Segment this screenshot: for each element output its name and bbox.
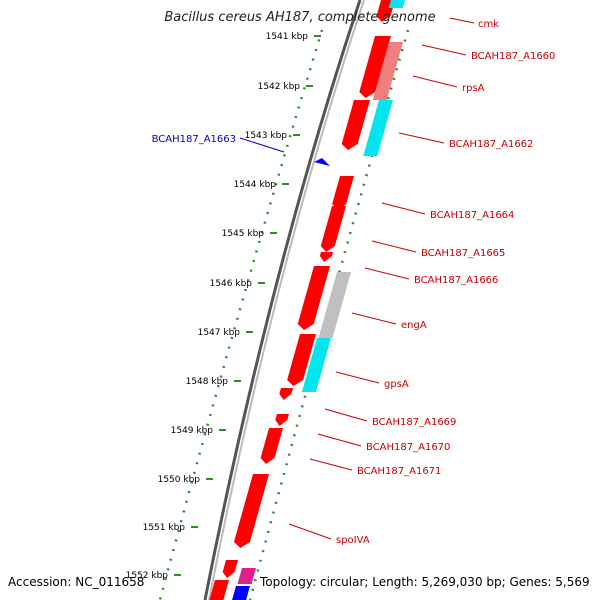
gene-label[interactable]: BCAH187_A1664 <box>430 210 514 221</box>
cds-small <box>319 252 333 262</box>
labels-layer: cmk BCAH187_A1660 rpsA BCAH187_A1662 BCAH187… <box>152 17 555 546</box>
tick-label: 1550 kbp <box>158 475 201 485</box>
gene-label[interactable]: engA <box>401 320 427 331</box>
cds-lower <box>209 580 229 600</box>
gene-label[interactable]: BCAH187_A1671 <box>357 466 441 477</box>
genome-backbone-shadow <box>208 0 365 600</box>
gene-leader-line <box>309 458 353 471</box>
gene-label[interactable]: BCAH187_A1662 <box>449 139 533 150</box>
cds-magenta <box>237 568 256 584</box>
tick-label: 1545 kbp <box>222 229 265 239</box>
cds-engA <box>287 334 316 386</box>
features-layer <box>209 0 405 600</box>
rna-cyan-1 <box>363 100 393 156</box>
tick-label: 1543 kbp <box>245 131 288 141</box>
rna-cyan-2 <box>301 338 331 392</box>
cds-blue <box>232 586 250 600</box>
gene-leader-line <box>239 137 285 153</box>
gene-leader-line <box>364 267 410 280</box>
gene-label[interactable]: BCAH187_A1669 <box>372 417 456 428</box>
gene-leader-line <box>412 75 458 88</box>
gene-leader-line <box>381 202 426 215</box>
gene-leader-line <box>449 17 475 24</box>
cds-gpsA <box>279 388 293 400</box>
tick-label: 1544 kbp <box>234 180 277 190</box>
tick-label: 1546 kbp <box>210 279 253 289</box>
accession-text: Accession: NC_011658 <box>8 575 145 589</box>
tick-label: 1542 kbp <box>258 82 301 92</box>
cds-rpsA <box>341 100 370 150</box>
cds-bcah187-a1666 <box>297 266 330 330</box>
tick-label: 1547 kbp <box>198 328 241 338</box>
topology-text: Topology: circular; Length: 5,269,030 bp… <box>260 575 590 589</box>
cds-bcah187-a1671 <box>233 474 269 548</box>
cds-bcah187-a1660 <box>359 36 391 98</box>
gene-label[interactable]: BCAH187_A1666 <box>414 275 498 286</box>
rna-cyan-top <box>388 0 405 8</box>
gene-label[interactable]: BCAH187_A1660 <box>471 51 555 62</box>
cds-bcah187-a1670 <box>260 428 283 464</box>
gene-label[interactable]: rpsA <box>462 83 485 94</box>
gene-leader-line <box>421 44 467 56</box>
cds-spoIVA <box>222 560 238 578</box>
gene-leader-line <box>398 132 445 144</box>
gene-leader-line <box>317 433 362 447</box>
gene-label[interactable]: gpsA <box>384 379 409 390</box>
cds-bcah187-a1663 <box>314 158 330 166</box>
tick-ring <box>158 29 324 600</box>
gene-leader-line <box>288 523 332 540</box>
map-title: Bacillus cereus AH187, complete genome <box>164 10 436 25</box>
cds-pink <box>372 42 403 100</box>
gene-leader-line <box>371 240 417 253</box>
gene-label[interactable]: spoIVA <box>336 535 370 546</box>
gene-label[interactable]: BCAH187_A1665 <box>421 248 505 259</box>
gene-label[interactable]: BCAH187_A1663 <box>152 134 236 145</box>
cds-gray <box>318 272 351 338</box>
cds-bcah187-a1665 <box>320 206 346 252</box>
gene-label[interactable]: BCAH187_A1670 <box>366 442 450 453</box>
tick-label: 1551 kbp <box>143 523 186 533</box>
cds-bcah187-a1669 <box>275 414 289 426</box>
gene-label[interactable]: cmk <box>478 19 499 30</box>
gene-leader-line <box>351 312 397 325</box>
genome-backbone <box>203 0 362 600</box>
tick-label: 1548 kbp <box>186 377 229 387</box>
gene-leader-line <box>335 371 380 384</box>
gene-leader-line <box>324 408 368 422</box>
cds-bcah187-a1664 <box>332 176 354 210</box>
ticks-layer: 1541 kbp 1542 kbp 1543 kbp 1544 kbp 1545 kbp… <box>126 32 321 581</box>
tick-label: 1549 kbp <box>171 426 214 436</box>
tick-label: 1552 kbp <box>126 571 169 581</box>
tick-label: 1541 kbp <box>266 32 309 42</box>
